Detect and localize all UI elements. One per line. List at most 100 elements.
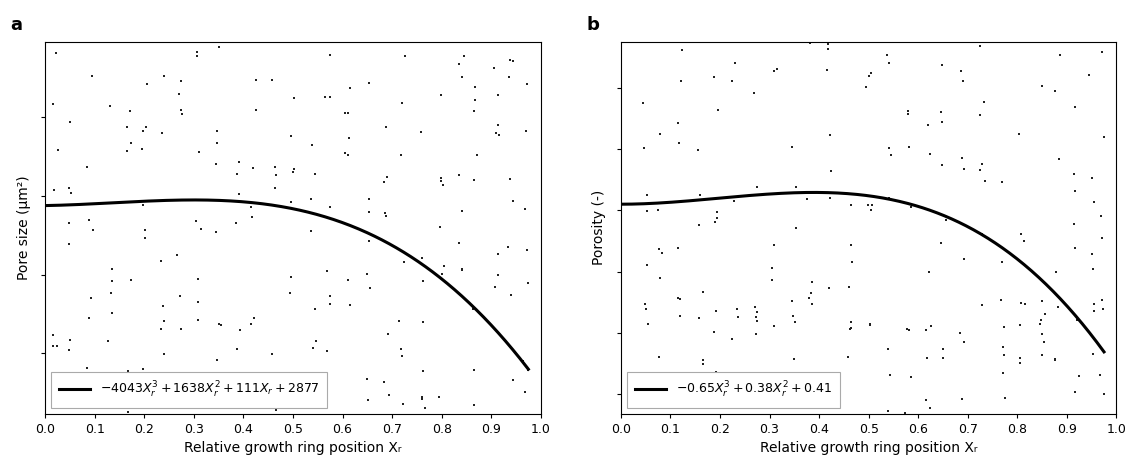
Point — [748, 308, 766, 316]
Point — [415, 405, 433, 412]
Point — [839, 354, 857, 361]
Point — [377, 212, 395, 220]
Point — [842, 241, 861, 249]
Y-axis label: Porosity (-): Porosity (-) — [592, 190, 606, 265]
Point — [992, 258, 1010, 266]
Point — [266, 171, 285, 179]
Point — [902, 373, 920, 381]
Point — [173, 106, 191, 113]
Point — [518, 80, 536, 87]
Point — [652, 275, 670, 282]
Point — [187, 52, 206, 59]
Point — [499, 73, 518, 81]
Point — [694, 356, 712, 364]
Point — [1010, 354, 1029, 362]
Point — [1085, 307, 1103, 314]
Point — [842, 201, 861, 209]
Point — [102, 289, 120, 296]
Point — [820, 46, 838, 53]
Point — [514, 357, 533, 364]
Point — [748, 184, 766, 191]
Point — [360, 79, 378, 86]
Point — [673, 47, 692, 54]
Point — [1066, 244, 1085, 252]
Point — [378, 330, 397, 337]
Point — [59, 184, 78, 192]
Point — [83, 397, 102, 405]
Point — [933, 108, 951, 115]
Point — [504, 376, 522, 384]
Point — [360, 195, 378, 202]
Point — [285, 169, 303, 176]
Point — [1047, 291, 1065, 298]
Point — [879, 346, 897, 353]
Point — [171, 325, 190, 333]
Point — [414, 318, 432, 325]
Point — [1070, 372, 1088, 379]
Point — [123, 382, 142, 390]
Point — [1065, 388, 1084, 396]
Point — [652, 131, 670, 138]
Point — [153, 129, 171, 136]
Point — [672, 77, 690, 85]
Point — [917, 396, 935, 404]
Point — [902, 203, 920, 211]
Point — [800, 294, 818, 301]
Point — [639, 320, 657, 328]
Point — [785, 318, 804, 326]
Point — [136, 123, 154, 131]
Point — [1046, 357, 1064, 364]
Point — [952, 395, 970, 403]
Point — [118, 123, 136, 131]
Point — [690, 391, 709, 399]
Point — [336, 109, 354, 117]
Point — [431, 223, 449, 230]
Point — [395, 52, 414, 59]
Point — [765, 67, 783, 75]
Point — [1012, 230, 1030, 238]
Point — [455, 52, 473, 60]
Point — [921, 150, 940, 158]
Point — [339, 276, 358, 284]
Point — [80, 314, 98, 321]
Point — [857, 83, 876, 91]
Point — [726, 390, 744, 398]
Point — [1033, 297, 1052, 305]
Point — [306, 305, 325, 313]
Point — [1010, 130, 1029, 138]
Point — [1033, 351, 1052, 358]
Point — [705, 328, 724, 336]
Point — [265, 379, 283, 386]
Point — [465, 96, 483, 103]
Point — [48, 342, 66, 349]
Point — [638, 261, 656, 269]
Point — [1012, 321, 1030, 329]
Point — [61, 346, 79, 354]
Point — [281, 289, 299, 296]
Point — [247, 106, 265, 114]
Point — [392, 151, 410, 159]
Point — [501, 175, 519, 183]
Point — [282, 199, 301, 206]
Point — [932, 239, 950, 246]
Point — [996, 395, 1014, 402]
Point — [46, 186, 64, 194]
Point — [653, 385, 671, 393]
Point — [634, 144, 653, 152]
Point — [122, 277, 141, 284]
Point — [649, 386, 668, 394]
Point — [1093, 234, 1111, 241]
Point — [154, 302, 173, 310]
Point — [934, 354, 952, 362]
Point — [802, 300, 821, 307]
Point — [192, 225, 210, 233]
Point — [134, 365, 152, 373]
Point — [1047, 269, 1065, 276]
Point — [708, 209, 726, 216]
Point — [694, 360, 712, 367]
Point — [973, 230, 991, 237]
Point — [841, 325, 860, 332]
Point — [954, 77, 973, 84]
Point — [706, 307, 725, 314]
Point — [821, 194, 839, 202]
